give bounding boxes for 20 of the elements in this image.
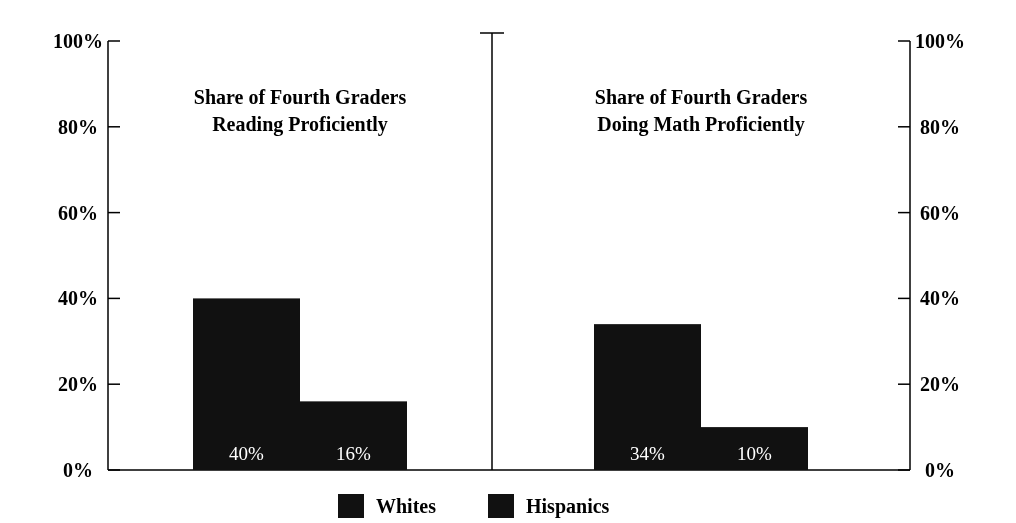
y-tick-label: 0% [63, 459, 93, 481]
data-label: 40% [229, 443, 265, 464]
legend-label: Whites [376, 495, 437, 517]
data-label: 10% [737, 443, 773, 464]
y-tick-label: 60% [58, 201, 98, 224]
y-tick-label: 0% [925, 459, 955, 481]
text: Share of Fourth Graders Doing Math Proficiently [594, 86, 808, 136]
y-tick-label: 60% [920, 201, 960, 224]
y-tick-label: 20% [58, 373, 98, 396]
y-tick-label: 100% [915, 30, 965, 52]
text: Share of Fourth Graders Reading Proficiently [193, 86, 407, 136]
y-tick-label: 40% [58, 287, 98, 310]
legend-label: Hispanics [526, 495, 610, 518]
y-tick-label: 40% [920, 287, 960, 310]
data-label: 16% [336, 443, 372, 464]
y-tick-label: 20% [920, 373, 960, 396]
data-label: 34% [630, 443, 666, 464]
y-tick-label: 80% [920, 115, 960, 138]
y-tick-label: 80% [58, 115, 98, 138]
y-tick-label: 100% [53, 30, 103, 52]
